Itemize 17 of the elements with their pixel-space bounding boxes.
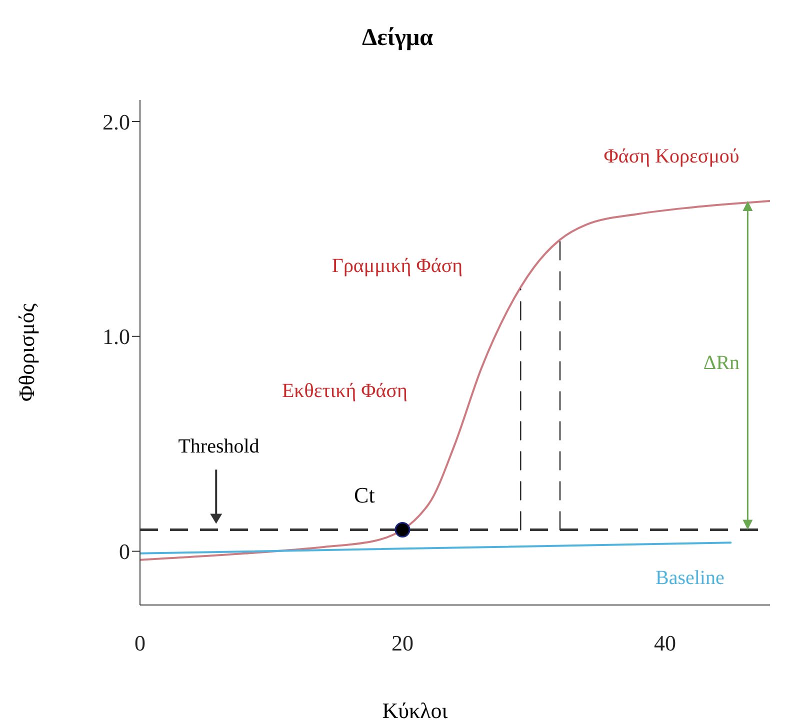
x-tick-label: 0 bbox=[134, 630, 146, 656]
y-tick-label: 0 bbox=[119, 539, 130, 564]
annotation: Γραμμική Φάση bbox=[332, 255, 463, 278]
annotation: Φάση Κορεσμού bbox=[604, 146, 740, 168]
series-label: Baseline bbox=[656, 566, 724, 589]
chart-title: Δείγμα bbox=[362, 25, 434, 51]
series-label: Ct bbox=[354, 482, 375, 508]
annotation: Threshold bbox=[178, 436, 260, 458]
annotation: ΔRn bbox=[703, 352, 740, 374]
annotation: Εκθετική Φάση bbox=[282, 380, 408, 402]
line-series bbox=[140, 200, 770, 561]
x-tick-label: 40 bbox=[654, 630, 676, 656]
x-tick-label: 20 bbox=[392, 630, 414, 656]
x-axis-title: Κύκλοι bbox=[382, 698, 448, 723]
y-tick-label: 1.0 bbox=[102, 324, 130, 350]
y-axis-title: Φθορισμός bbox=[14, 303, 39, 402]
y-tick-label: 2.0 bbox=[102, 109, 130, 134]
